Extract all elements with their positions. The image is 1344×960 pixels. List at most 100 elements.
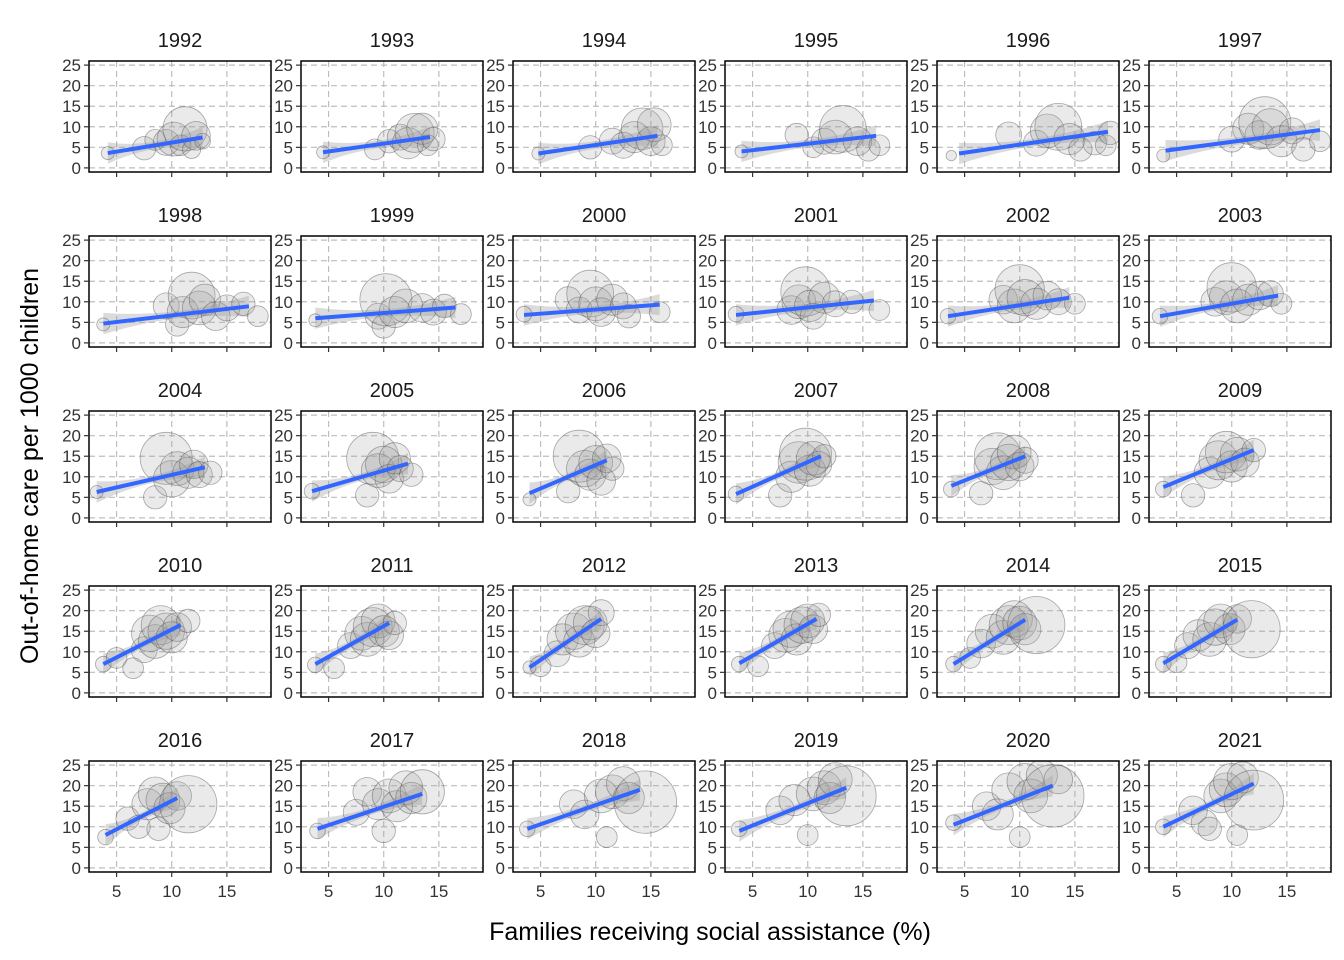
panel-border [724, 410, 908, 523]
y-tick-label: 0 [1132, 334, 1141, 353]
y-tick-label: 5 [496, 313, 505, 332]
y-tick-label: 15 [62, 447, 81, 466]
y-tick-label: 10 [910, 293, 929, 312]
panel-plot-area [303, 431, 424, 508]
y-tick-label: 20 [910, 427, 929, 446]
regression-line [1162, 781, 1255, 829]
panel-border [88, 60, 272, 173]
data-point [651, 134, 673, 157]
y-tick-label: 15 [910, 447, 929, 466]
x-tick-label: 10 [374, 882, 393, 901]
data-point [371, 818, 396, 844]
panel-plot-area [945, 761, 1085, 848]
regression-line [102, 623, 182, 666]
data-point [747, 655, 769, 677]
panel-border [300, 585, 484, 698]
data-point [1222, 600, 1281, 659]
facet-title: 2013 [794, 555, 839, 577]
y-tick-label: 5 [1132, 838, 1141, 857]
y-tick-label: 10 [698, 818, 717, 837]
y-tick-label: 5 [920, 663, 929, 682]
data-point [613, 770, 678, 834]
regression-line [528, 617, 603, 670]
facet-title: 2015 [1218, 555, 1263, 577]
regression-line [735, 298, 875, 317]
y-tick-label: 15 [62, 622, 81, 641]
y-tick-label: 5 [72, 838, 81, 857]
y-tick-label: 10 [910, 468, 929, 487]
regression-line [952, 783, 1054, 827]
x-tick-label: 10 [586, 882, 605, 901]
data-point [371, 778, 407, 814]
panel-plot-area [309, 769, 445, 844]
x-tick-label: 5 [112, 882, 121, 901]
y-tick-label: 15 [486, 797, 505, 816]
y-tick-label: 5 [708, 138, 717, 157]
facet-title: 2017 [370, 730, 415, 752]
x-axis-title: Families receiving social assistance (%) [489, 918, 931, 946]
panel-plot-area [945, 596, 1066, 675]
data-point [1181, 483, 1206, 508]
panel-border [936, 760, 1120, 873]
data-point [616, 304, 641, 329]
panel-border [1148, 60, 1332, 173]
y-tick-label: 5 [72, 313, 81, 332]
y-tick-label: 5 [708, 663, 717, 682]
y-tick-label: 10 [698, 293, 717, 312]
regression-line [528, 458, 608, 496]
data-point [143, 485, 168, 510]
regression-line [107, 135, 203, 156]
regression-line [96, 465, 206, 494]
y-tick-label: 25 [698, 581, 717, 600]
y-tick-label: 10 [274, 643, 293, 662]
y-tick-label: 10 [698, 468, 717, 487]
y-tick-label: 15 [486, 447, 505, 466]
panel-border [512, 760, 696, 873]
y-tick-label: 10 [1122, 643, 1141, 662]
x-tick-label: 15 [853, 882, 872, 901]
x-tick-label: 10 [162, 882, 181, 901]
panel-plot-area [727, 266, 891, 330]
y-tick-label: 10 [486, 818, 505, 837]
y-tick-label: 0 [72, 159, 81, 178]
regression-line [523, 302, 660, 317]
x-tick-label: 15 [641, 882, 660, 901]
data-point [399, 462, 424, 487]
y-tick-label: 15 [486, 622, 505, 641]
y-tick-label: 25 [1122, 56, 1141, 75]
panel-border [88, 235, 272, 348]
panel-plot-area [943, 432, 1039, 506]
facet-title: 2010 [158, 555, 203, 577]
y-tick-label: 20 [62, 427, 81, 446]
y-tick-label: 0 [920, 509, 929, 528]
y-axis-title: Out-of-home care per 1000 children [16, 268, 44, 664]
y-tick-label: 15 [274, 97, 293, 116]
facet-title: 2008 [1006, 380, 1051, 402]
panel-border [300, 410, 484, 523]
y-tick-label: 25 [910, 231, 929, 250]
panel-plot-area [1155, 430, 1266, 508]
data-point [1197, 816, 1222, 841]
panel-plot-area [1155, 600, 1281, 674]
x-tick-label: 10 [798, 882, 817, 901]
y-tick-label: 15 [1122, 797, 1141, 816]
y-tick-label: 5 [708, 488, 717, 507]
facet-title: 1992 [158, 30, 203, 52]
facet-title: 2002 [1006, 205, 1051, 227]
facet-title: 2000 [582, 205, 627, 227]
y-tick-label: 10 [486, 293, 505, 312]
panel-plot-area [939, 264, 1086, 327]
